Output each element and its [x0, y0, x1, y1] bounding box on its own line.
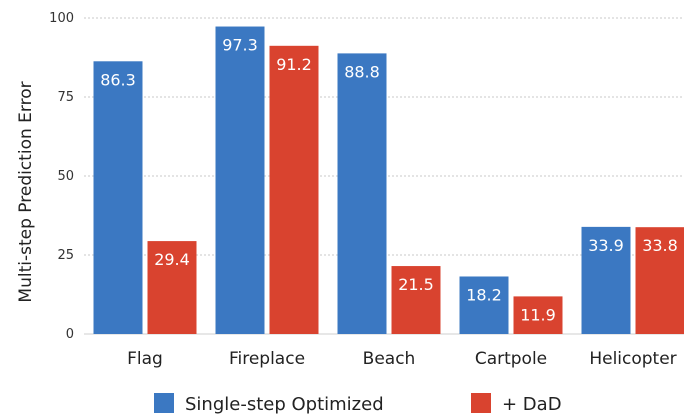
data-label: 88.8	[344, 62, 380, 81]
x-category-label: Flag	[127, 349, 163, 369]
legend-label-single-step: Single-step Optimized	[185, 394, 384, 415]
bar-cartpole-series-0	[459, 276, 509, 334]
data-label: 21.5	[398, 275, 434, 294]
bar-flag-series-1	[147, 241, 197, 334]
data-label: 18.2	[466, 285, 502, 304]
legend-swatch-single-step	[154, 393, 174, 413]
bar-cartpole-series-1	[513, 296, 563, 334]
y-tick-label: 100	[49, 11, 74, 26]
y-axis-label: Multi-step Prediction Error	[16, 81, 36, 302]
y-tick-label: 0	[66, 327, 74, 342]
data-label: 33.9	[588, 236, 624, 255]
bar-fireplace-series-1	[269, 45, 319, 335]
x-category-label: Beach	[363, 349, 416, 369]
bar-flag-series-0	[93, 61, 143, 335]
data-label: 97.3	[222, 36, 258, 55]
x-category-label: Helicopter	[589, 349, 676, 369]
y-tick-label: 75	[57, 90, 74, 105]
x-category-label: Cartpole	[475, 349, 547, 369]
x-axis-categories: Flag Fireplace Beach Cartpole Helicopter	[127, 349, 677, 369]
bars: 86.3 29.4 97.3 91.2 88.8 21.5 18.2 11.9 33.9 33.8	[93, 26, 684, 335]
bar-helicopter-series-1	[635, 227, 684, 334]
bar-fireplace-series-0	[215, 26, 265, 334]
data-label: 33.8	[642, 236, 678, 255]
bar-beach-series-1	[391, 266, 441, 334]
bar-helicopter-series-0	[581, 226, 631, 334]
legend: Single-step Optimized + DaD	[154, 393, 562, 415]
data-label: 86.3	[100, 70, 136, 89]
x-category-label: Fireplace	[229, 349, 305, 369]
data-label: 11.9	[520, 305, 556, 324]
y-tick-label: 25	[57, 248, 74, 263]
data-label: 29.4	[154, 250, 190, 269]
legend-label-dad: + DaD	[502, 394, 562, 415]
y-axis-ticks: 0 25 50 75 100	[49, 11, 74, 342]
bar-beach-series-0	[337, 53, 387, 334]
legend-swatch-dad	[471, 393, 491, 413]
data-label: 91.2	[276, 55, 312, 74]
y-tick-label: 50	[57, 169, 74, 184]
